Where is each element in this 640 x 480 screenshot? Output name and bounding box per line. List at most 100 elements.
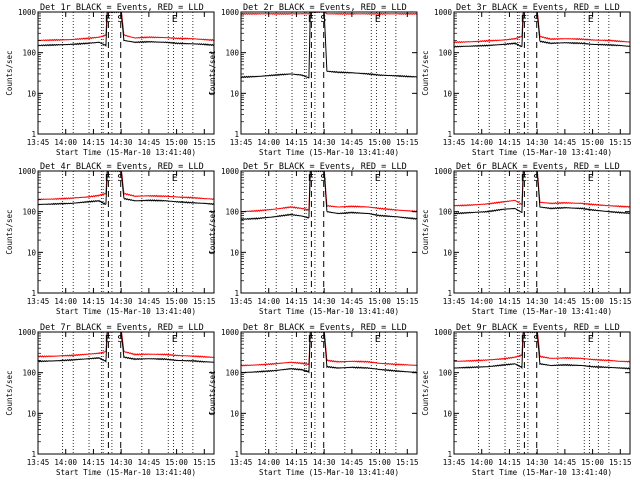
panel-title: Det 2r BLACK = Events, RED = LLD (243, 3, 407, 13)
marker-label: E (105, 334, 111, 345)
series-events (241, 171, 417, 220)
x-axis-label: Start Time (15-Mar-10 13:41:40) (472, 148, 612, 157)
series-lld (241, 12, 417, 16)
x-tick-label: 14:00 (54, 138, 77, 147)
x-tick-label: 14:00 (470, 458, 493, 467)
series-lld (454, 12, 630, 44)
y-axis-label: Counts/sec (208, 370, 217, 415)
series-lld (38, 171, 214, 201)
x-tick-label: 14:15 (82, 297, 105, 306)
y-tick-label: 100 (438, 49, 452, 58)
marker-label: E (105, 14, 111, 25)
x-tick-label: 13:45 (230, 297, 253, 306)
plot-frame (240, 11, 418, 135)
x-tick-label: 14:30 (526, 458, 549, 467)
x-tick-label: 15:15 (396, 458, 419, 467)
marker-label: S (533, 173, 539, 184)
y-tick-label: 10 (443, 89, 453, 98)
y-tick-label: 10 (27, 89, 37, 98)
y-tick-label: 10 (230, 89, 240, 98)
series-lld (38, 332, 214, 359)
x-tick-label: 14:30 (313, 297, 336, 306)
x-tick-label: 15:15 (193, 458, 216, 467)
marker-label: E (308, 334, 314, 345)
x-tick-label: 15:15 (193, 138, 216, 147)
marker-label: S (117, 14, 123, 25)
x-tick-label: 15:15 (193, 297, 216, 306)
x-tick-label: 14:30 (313, 458, 336, 467)
y-axis-label: Counts/sec (5, 50, 14, 95)
plot-frame (240, 331, 418, 455)
x-tick-label: 14:30 (110, 297, 133, 306)
x-tick-label: 13:45 (230, 458, 253, 467)
x-tick-label: 13:45 (27, 138, 50, 147)
marker-label: E (521, 14, 527, 25)
x-tick-label: 15:00 (165, 458, 188, 467)
x-tick-label: 14:45 (341, 458, 364, 467)
x-tick-label: 14:30 (526, 138, 549, 147)
y-tick-label: 10 (230, 248, 240, 257)
x-axis-label: Start Time (15-Mar-10 13:41:40) (472, 307, 612, 316)
y-tick-label: 1000 (434, 328, 453, 337)
y-tick-label: 1 (234, 130, 239, 139)
x-tick-label: 14:15 (285, 297, 308, 306)
x-axis-label: Start Time (15-Mar-10 13:41:40) (56, 307, 196, 316)
marker-label: S (533, 14, 539, 25)
marker-label: E (521, 173, 527, 184)
x-tick-label: 14:45 (341, 138, 364, 147)
x-tick-label: 14:00 (257, 297, 280, 306)
y-tick-label: 1000 (221, 8, 240, 17)
panel-title: Det 9r BLACK = Events, RED = LLD (456, 323, 620, 333)
x-tick-label: 14:15 (285, 458, 308, 467)
series-events (454, 12, 630, 48)
series-lld (241, 332, 417, 367)
x-tick-label: 14:15 (82, 138, 105, 147)
y-tick-label: 1000 (434, 167, 453, 176)
y-axis-label: Counts/sec (5, 209, 14, 254)
y-tick-label: 100 (22, 369, 36, 378)
y-tick-label: 1 (447, 450, 452, 459)
x-tick-label: 13:45 (27, 458, 50, 467)
x-tick-label: 15:15 (396, 138, 419, 147)
marker-label: S (320, 14, 326, 25)
y-tick-label: 100 (225, 208, 239, 217)
y-tick-label: 1 (234, 289, 239, 298)
y-axis-label: Counts/sec (421, 209, 430, 254)
y-tick-label: 1000 (434, 8, 453, 17)
x-tick-label: 14:00 (257, 458, 280, 467)
x-tick-label: 15:00 (165, 138, 188, 147)
y-tick-label: 1000 (221, 328, 240, 337)
y-axis-label: Counts/sec (5, 370, 14, 415)
x-tick-label: 14:45 (554, 458, 577, 467)
series-lld (241, 171, 417, 213)
plot-frame (240, 170, 418, 294)
series-events (241, 332, 417, 374)
x-axis-label: Start Time (15-Mar-10 13:41:40) (56, 468, 196, 477)
marker-label: S (533, 334, 539, 345)
x-tick-label: 14:15 (498, 297, 521, 306)
x-tick-label: 15:00 (581, 458, 604, 467)
marker-label: E (172, 173, 178, 184)
panel-title: Det 5r BLACK = Events, RED = LLD (243, 162, 407, 172)
x-tick-label: 14:45 (554, 297, 577, 306)
y-tick-label: 1 (31, 289, 36, 298)
marker-label: E (521, 334, 527, 345)
x-tick-label: 14:00 (470, 297, 493, 306)
y-tick-label: 100 (22, 49, 36, 58)
panel-title: Det 3r BLACK = Events, RED = LLD (456, 3, 620, 13)
y-axis-label: Counts/sec (208, 209, 217, 254)
y-tick-label: 100 (438, 369, 452, 378)
marker-label: E (375, 14, 381, 25)
marker-label: E (308, 14, 314, 25)
x-tick-label: 14:00 (257, 138, 280, 147)
y-tick-label: 1000 (18, 328, 37, 337)
x-tick-label: 14:00 (54, 458, 77, 467)
x-tick-label: 13:45 (443, 458, 466, 467)
series-events (38, 332, 214, 363)
series-lld (454, 332, 630, 363)
